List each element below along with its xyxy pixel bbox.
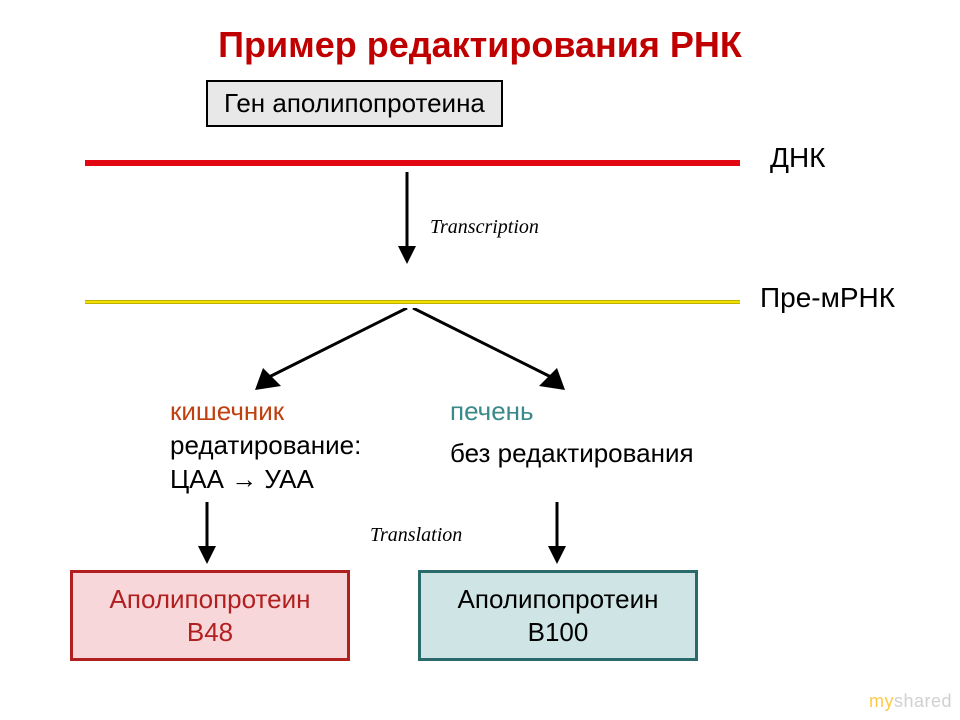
- translation-label: Translation: [370, 524, 462, 547]
- right-noedit-label: без редактирования: [450, 438, 694, 469]
- premrna-line: [85, 300, 740, 304]
- right-branch-label: печень: [450, 396, 534, 427]
- result-box-left: Аполипопротеин B48: [70, 570, 350, 661]
- left-editing-line1: редатирование:: [170, 430, 361, 461]
- dna-label: ДНК: [770, 142, 826, 174]
- transcription-label: Transcription: [430, 216, 539, 239]
- dna-line: [85, 160, 740, 166]
- fork-arrows: [225, 308, 595, 398]
- arrow-transcription: [395, 172, 419, 264]
- watermark-shared: shared: [894, 691, 952, 711]
- premrna-label: Пре-мРНК: [760, 282, 895, 314]
- arrow-left-translation: [195, 502, 219, 564]
- left-branch-label: кишечник: [170, 396, 284, 427]
- result-left-line1: Аполипопротеин: [110, 584, 311, 614]
- result-box-right: Аполипопротеин B100: [418, 570, 698, 661]
- result-right-line1: Аполипопротеин: [458, 584, 659, 614]
- watermark-my: my: [869, 691, 894, 711]
- result-left-line2: B48: [187, 617, 233, 647]
- result-right-line2: B100: [528, 617, 589, 647]
- arrow-right-translation: [545, 502, 569, 564]
- watermark: myshared: [869, 691, 952, 712]
- page-title: Пример редактирования РНК: [0, 24, 960, 66]
- gene-box: Ген аполипопротеина: [206, 80, 503, 127]
- left-editing-line2: ЦАА → УАА: [170, 464, 314, 495]
